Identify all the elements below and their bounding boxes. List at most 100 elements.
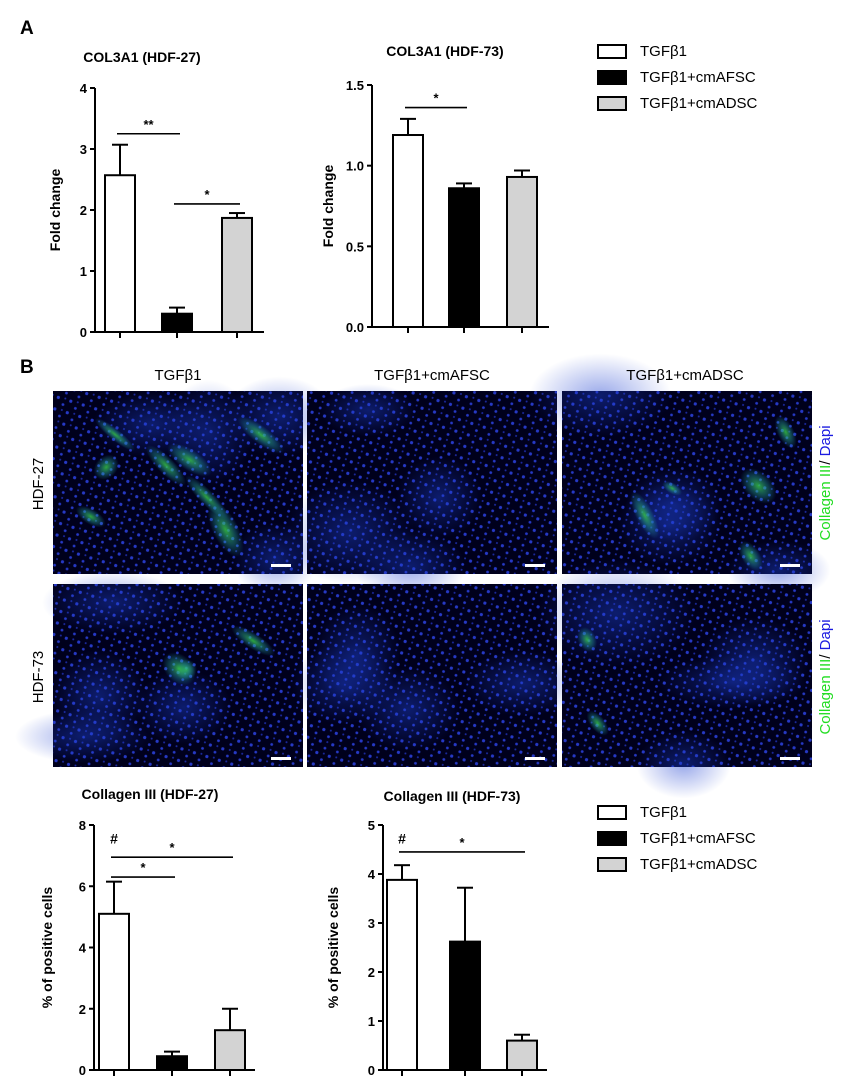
collagen-signal (162, 652, 196, 686)
y-tick-label: 4 (368, 867, 376, 882)
legend-label: TGFβ1 (640, 43, 687, 60)
dapi-haze (313, 603, 401, 706)
y-axis-label: % of positive cells (39, 887, 55, 1009)
dapi-haze (536, 558, 697, 668)
micrograph-panel (536, 558, 812, 799)
dapi-haze (463, 650, 582, 717)
y-tick-label: 3 (368, 916, 375, 931)
collagen-signal (586, 710, 609, 736)
bar (156, 1055, 188, 1071)
y-tick-label: 0 (79, 1063, 86, 1078)
collagen-signal (207, 502, 244, 558)
dapi-haze (698, 617, 810, 705)
legend-swatch (597, 96, 627, 111)
stain-label-separator: / (817, 456, 834, 464)
marker-label: # (110, 830, 118, 846)
chart-title: COL3A1 (HDF-73) (386, 43, 503, 59)
micrograph-col-title-cmafsc: TGFβ1+cmAFSC (374, 367, 490, 384)
stain-label-dapi: Dapi (817, 425, 834, 456)
micrograph-panel (283, 383, 557, 604)
micrograph-row-label-hdf27: HDF-27 (30, 458, 47, 511)
collagen-signal (738, 540, 763, 571)
bar (506, 1039, 538, 1071)
legend-label: TGFβ1+cmAFSC (640, 830, 756, 847)
collagen-signal (95, 418, 136, 452)
y-axis-label: Fold change (47, 169, 63, 252)
y-tick-label: 6 (79, 879, 86, 894)
legend-swatch (597, 70, 627, 85)
collagen-signal (577, 627, 598, 652)
y-tick-label: 0 (80, 325, 87, 340)
scale-bar (271, 564, 291, 567)
legend-label: TGFβ1 (640, 804, 687, 821)
bar (98, 912, 130, 1071)
scale-bar (780, 564, 800, 567)
bar (506, 175, 538, 328)
legend-swatch (597, 44, 627, 59)
y-axis-label: % of positive cells (325, 887, 341, 1009)
dapi-haze (636, 730, 731, 799)
legend-top: TGFβ1 TGFβ1+cmAFSC TGFβ1+cmADSC (597, 43, 758, 112)
y-tick-label: 0.5 (346, 239, 364, 254)
legend-swatch (597, 831, 627, 846)
legend-swatch (597, 857, 627, 872)
collagen-signal (167, 443, 212, 477)
y-tick-label: 1 (80, 264, 87, 279)
dapi-haze (42, 570, 184, 635)
micrograph-col-title-tgfb1: TGFβ1 (155, 367, 202, 384)
collagen-signal (630, 491, 660, 539)
significance-label: * (433, 91, 439, 106)
legend-label: TGFβ1+cmAFSC (640, 69, 756, 86)
stain-label-separator: / (817, 650, 834, 658)
y-tick-label: 2 (79, 1002, 86, 1017)
y-tick-label: 1.0 (346, 159, 364, 174)
bar (392, 134, 424, 328)
stain-label-dapi: Dapi (817, 619, 834, 650)
y-tick-label: 3 (80, 142, 87, 157)
significance-label: ** (143, 117, 154, 132)
chart-title: Collagen III (HDF-73) (384, 788, 521, 804)
significance-label: * (169, 840, 175, 855)
dapi-haze (396, 456, 483, 539)
collagen-signal (93, 454, 119, 480)
significance-label: * (204, 187, 210, 202)
significance-label: * (459, 835, 465, 850)
chart-collagen-iii-hdf73: Collagen III (HDF-73) % of positive cells… (325, 788, 547, 1078)
significance-label: * (140, 860, 146, 875)
collagen-signal (662, 481, 683, 496)
dapi-haze (135, 669, 233, 745)
bar (448, 187, 480, 328)
y-tick-label: 0.0 (346, 320, 364, 335)
collagen-signal (774, 415, 797, 449)
y-tick-label: 0 (368, 1063, 375, 1078)
bar (221, 216, 253, 333)
panel-label-a: A (20, 18, 34, 39)
marker-label: # (398, 830, 406, 846)
chart-collagen-iii-hdf27: Collagen III (HDF-27) % of positive cells… (39, 786, 255, 1078)
scale-bar (525, 757, 545, 760)
micrograph-row-label-hdf73: HDF-73 (30, 651, 47, 704)
stain-label-collagen: Collagen III (817, 659, 834, 735)
chart-title: Collagen III (HDF-27) (82, 786, 219, 802)
legend-bottom: TGFβ1 TGFβ1+cmAFSC TGFβ1+cmADSC (597, 804, 758, 873)
micrograph-panel (291, 584, 582, 767)
dapi-haze (319, 383, 417, 437)
scale-bar (780, 757, 800, 760)
y-axis-label: Fold change (320, 165, 336, 248)
y-tick-label: 4 (80, 81, 88, 96)
collagen-signal (740, 468, 777, 504)
bar (104, 174, 136, 333)
collagen-signal (237, 416, 284, 454)
bar (386, 878, 418, 1071)
panel-label-b: B (20, 357, 34, 378)
stain-label-row1: Collagen III/ Dapi (817, 425, 834, 540)
legend-label: TGFβ1+cmADSC (640, 95, 758, 112)
y-tick-label: 2 (368, 965, 375, 980)
micrograph-panel (14, 570, 303, 767)
chart-title: COL3A1 (HDF-27) (83, 49, 200, 65)
y-tick-label: 4 (79, 941, 87, 956)
stain-label-row2: Collagen III/ Dapi (817, 619, 834, 734)
y-tick-label: 8 (79, 818, 86, 833)
y-tick-label: 1.5 (346, 78, 364, 93)
micrograph-panel (529, 353, 831, 600)
